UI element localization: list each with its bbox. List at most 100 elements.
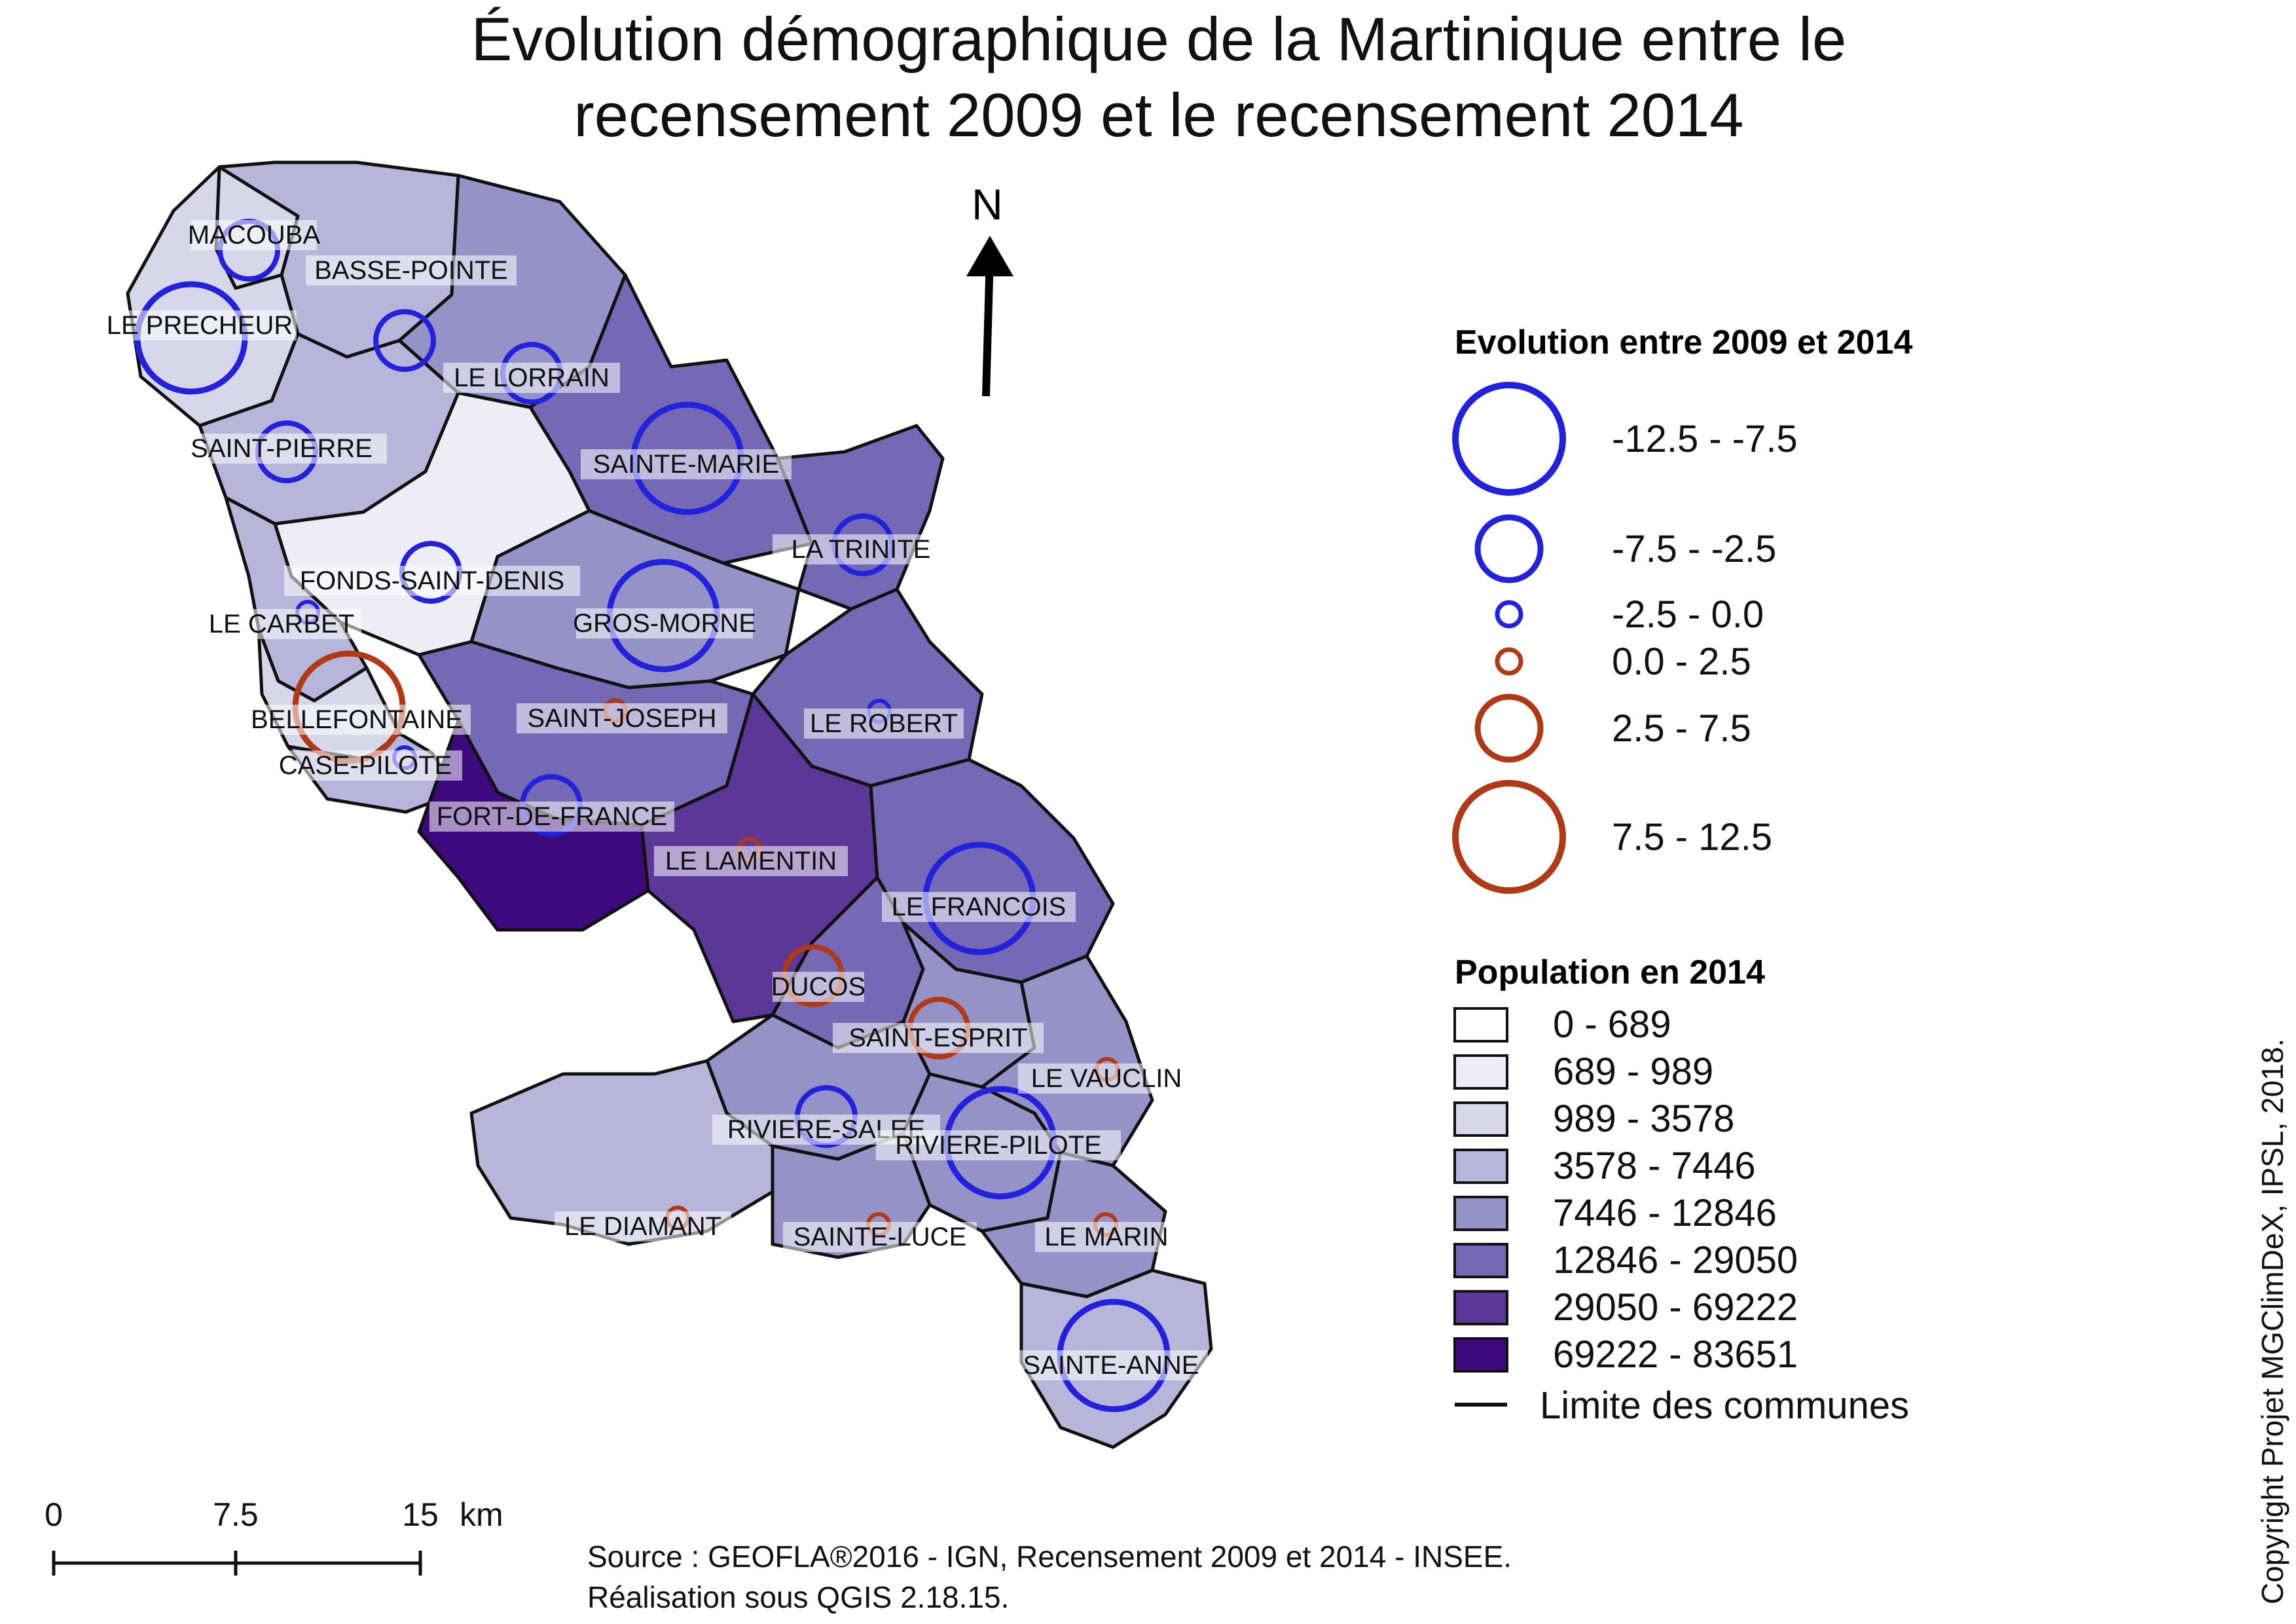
commune-label-saint-esprit: SAINT-ESPRIT (848, 1024, 1027, 1052)
commune-label-halo-riviere-pilote (876, 1130, 1121, 1160)
map-title-line-2: recensement 2009 et le recensement 2014 (574, 81, 1743, 149)
commune-label-halo-le-precheur (103, 310, 297, 341)
source-line-1: Source : GEOFLA®2016 - IGN, Recensement … (587, 1540, 1512, 1574)
commune-label-saint-pierre: SAINT-PIERRE (191, 434, 373, 463)
commune-label-case-pilote: CASE-PILOTE (279, 751, 452, 780)
scale-bar-label-2: 15 (402, 1496, 439, 1533)
legend-evolution-label-5: 7.5 - 12.5 (1612, 816, 1772, 858)
copyright-text: Copyright Projet MGClimDeX, IPSL, 2018. (2255, 1039, 2289, 1604)
scale-bar-label-1: 7.5 (213, 1496, 259, 1533)
legend-evolution-label-1: -7.5 - -2.5 (1612, 528, 1776, 570)
commune-label-macouba: MACOUBA (188, 221, 321, 249)
north-arrow-label: N (972, 180, 1003, 229)
legend-population-label-7: 69222 - 83651 (1553, 1333, 1798, 1376)
legend-population-label-4: 7446 - 12846 (1553, 1192, 1777, 1234)
north-arrow-shaft (982, 255, 994, 397)
scale-bar-unit: km (460, 1496, 503, 1533)
commune-label-le-carbet: LE CARBET (209, 610, 354, 638)
commune-label-basse-pointe: BASSE-POINTE (314, 256, 508, 285)
legend-population-label-5: 12846 - 29050 (1553, 1239, 1798, 1282)
commune-label-le-francois: LE FRANCOIS (892, 893, 1066, 921)
commune-label-halo-le-diamant (555, 1211, 731, 1242)
commune-label-halo-le-lorrain (443, 363, 620, 393)
legend-evolution-ring-1 (1474, 514, 1544, 583)
map-title-line-1: Évolution démographique de la Martinique… (471, 5, 1847, 73)
commune-label-le-lamentin: LE LAMENTIN (665, 847, 837, 876)
commune-shapes (126, 160, 1213, 1449)
commune-label-halo-basse-pointe (306, 255, 517, 286)
commune-label-halo-bellefontaine (243, 705, 471, 735)
legend-boundary-label: Limite des communes (1540, 1384, 1909, 1427)
commune-label-halo-gros-morne (576, 608, 753, 638)
legend-population-label-0: 0 - 689 (1553, 1003, 1671, 1046)
commune-label-halo-saint-esprit (833, 1023, 1044, 1053)
commune-label-halo-le-vauclin (1018, 1063, 1195, 1094)
legend-population-swatch-5 (1453, 1243, 1508, 1278)
commune-label-le-diamant: LE DIAMANT (564, 1212, 721, 1241)
legend-population-title: Population en 2014 (1455, 953, 1765, 991)
legend-population-swatch-3 (1453, 1149, 1508, 1184)
legend-population-label-3: 3578 - 7446 (1553, 1145, 1756, 1187)
commune-label-ducos: DUCOS (771, 972, 866, 1001)
legend-population-label-6: 29050 - 69222 (1553, 1286, 1798, 1329)
legend-evolution: Evolution entre 2009 et 2014 -12.5 - -7.… (1452, 323, 1912, 894)
legend-population-swatch-7 (1453, 1337, 1508, 1373)
commune-label-halo-fort-de-france (429, 802, 674, 832)
commune-label-le-precheur: LE PRECHEUR (107, 311, 293, 340)
legend-evolution-title: Evolution entre 2009 et 2014 (1455, 323, 1912, 361)
commune-label-saint-joseph: SAINT-JOSEPH (528, 704, 717, 733)
commune-label-halo-sainte-luce (783, 1222, 977, 1252)
commune-label-halo-case-pilote (268, 750, 462, 781)
legend-evolution-ring-4 (1474, 693, 1544, 763)
commune-label-sainte-anne: SAINTE-ANNE (1023, 1351, 1199, 1380)
commune-label-halo-saint-joseph (517, 703, 727, 733)
scale-bar-label-0: 0 (45, 1496, 63, 1533)
commune-label-halo-la-trinite (773, 534, 949, 564)
commune-label-halo-saint-pierre (176, 434, 387, 464)
commune-label-halo-fonds-saint-denis (284, 566, 580, 596)
evolution-ring-basse-pointe (373, 309, 436, 372)
legend-evolution-ring-5 (1452, 780, 1566, 894)
commune-label-halo-sainte-anne (1014, 1350, 1208, 1380)
legend-population-swatch-1 (1453, 1054, 1508, 1090)
commune-label-halo-macouba (191, 220, 317, 250)
legend-evolution-ring-3 (1495, 647, 1523, 676)
legend-population-swatch-0 (1453, 1007, 1508, 1043)
north-arrow-head-icon (966, 236, 1013, 276)
commune-label-la-trinite: LA TRINITE (792, 535, 931, 564)
commune-label-halo-le-francois (882, 892, 1076, 922)
scale-bar: 0 7.5 15 km (45, 1496, 503, 1576)
martinique-map: MACOUBA BASSE-POINTE LE PRECHEUR LE LORRAIN… (103, 160, 1213, 1449)
commune-label-le-lorrain: LE LORRAIN (454, 363, 610, 392)
commune-label-bellefontaine: BELLEFONTAINE (251, 705, 463, 734)
north-arrow: N (966, 180, 1013, 397)
legend-population-swatch-4 (1453, 1196, 1508, 1231)
commune-label-fonds-saint-denis: FONDS-SAINT-DENIS (300, 566, 564, 595)
commune-label-le-vauclin: LE VAUCLIN (1031, 1064, 1182, 1093)
commune-label-halo-sainte-marie (581, 449, 792, 479)
commune-label-le-robert: LE ROBERT (810, 709, 958, 738)
legend-evolution-label-3: 0.0 - 2.5 (1612, 640, 1751, 683)
commune-label-halo-le-marin (1035, 1222, 1178, 1252)
commune-label-sainte-luce: SAINTE-LUCE (793, 1223, 967, 1251)
legend-population-label-2: 989 - 3578 (1553, 1098, 1734, 1140)
commune-label-halo-le-carbet (202, 609, 361, 639)
commune-label-riviere-pilote: RIVIERE-PILOTE (895, 1131, 1102, 1160)
legend-evolution-ring-2 (1495, 600, 1523, 629)
commune-label-le-marin: LE MARIN (1045, 1223, 1169, 1251)
legend-population-swatch-2 (1453, 1101, 1508, 1137)
legend-evolution-label-4: 2.5 - 7.5 (1612, 707, 1751, 750)
legend-population-label-1: 689 - 989 (1553, 1050, 1713, 1093)
commune-label-fort-de-france: FORT-DE-FRANCE (437, 802, 668, 831)
commune-label-sainte-marie: SAINTE-MARIE (593, 450, 779, 479)
source-line-2: Réalisation sous QGIS 2.18.15. (587, 1580, 1009, 1614)
commune-label-halo-le-lamentin (654, 846, 848, 876)
legend-population-swatch-6 (1453, 1290, 1508, 1325)
commune-area-le-precheur (126, 165, 300, 428)
commune-label-halo-ducos (773, 972, 864, 1002)
legend-evolution-label-2: -2.5 - 0.0 (1612, 593, 1764, 636)
legend-evolution-label-0: -12.5 - -7.5 (1612, 418, 1798, 460)
legend-evolution-ring-0 (1452, 382, 1566, 496)
commune-label-gros-morne: GROS-MORNE (573, 609, 756, 638)
